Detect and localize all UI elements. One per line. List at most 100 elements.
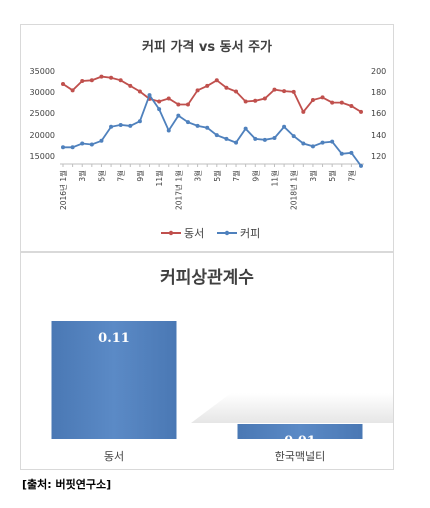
data-point-dongsuh: [109, 75, 114, 80]
data-point-coffee: [234, 140, 239, 145]
data-point-dongsuh: [234, 89, 239, 94]
bar: [237, 424, 363, 439]
data-point-dongsuh: [320, 95, 325, 100]
data-point-coffee: [214, 133, 219, 138]
data-point-dongsuh: [195, 88, 200, 93]
x-tick-label: 3월: [308, 170, 318, 182]
y-left-tick: 15000: [30, 152, 55, 161]
bar-chart-title: 커피상관계수: [160, 268, 254, 288]
data-point-dongsuh: [291, 89, 296, 94]
line-plot-area: [60, 74, 364, 168]
x-tick-label: 11월: [269, 170, 279, 187]
data-point-coffee: [359, 163, 363, 168]
x-tick-label: 7월: [346, 170, 356, 182]
x-tick-label: 5월: [327, 170, 337, 182]
category-label: 동서: [104, 450, 124, 463]
data-point-dongsuh: [339, 100, 344, 105]
category-label: 한국맥널티: [275, 450, 326, 463]
data-point-dongsuh: [80, 79, 85, 84]
legend-label-coffee: 커피: [240, 227, 260, 240]
data-point-dongsuh: [214, 78, 219, 83]
data-point-dongsuh: [89, 78, 94, 83]
left-axis-ticks: 35000 30000 25000 20000 15000 10000: [30, 67, 55, 161]
data-point-dongsuh: [262, 96, 267, 101]
data-point-dongsuh: [282, 89, 287, 94]
data-point-coffee: [89, 142, 94, 147]
bar-data-label: 0.11: [98, 331, 130, 346]
right-axis-ticks: 200 180 160 140 120 100: [371, 67, 386, 161]
data-point-coffee: [272, 135, 277, 140]
data-point-dongsuh: [157, 99, 162, 104]
x-tick-label: 2016년 1월: [58, 170, 68, 210]
y-right-tick: 120: [371, 152, 386, 161]
data-point-coffee: [224, 136, 229, 141]
x-tick-label: 5월: [96, 170, 106, 182]
data-point-coffee: [61, 145, 65, 150]
data-point-coffee: [282, 124, 287, 129]
data-point-dongsuh: [70, 88, 75, 93]
data-point-dongsuh: [128, 83, 133, 88]
x-tick-label: 3월: [193, 170, 203, 182]
data-point-dongsuh: [166, 96, 171, 101]
source-note: [출처: 버핏연구소]: [22, 478, 112, 491]
data-point-coffee: [185, 120, 190, 125]
data-point-dongsuh: [61, 82, 65, 87]
data-point-dongsuh: [243, 99, 248, 104]
data-point-dongsuh: [253, 98, 258, 103]
y-right-tick: 180: [371, 88, 386, 97]
data-point-coffee: [147, 93, 152, 98]
data-point-coffee: [253, 136, 258, 141]
line-chart-title: 커피 가격 vs 동서 주가: [142, 40, 272, 55]
data-point-coffee: [99, 138, 104, 143]
legend: 동서 커피: [161, 227, 260, 240]
data-point-coffee: [195, 123, 200, 128]
y-left-tick: 20000: [30, 131, 55, 140]
x-tick-label: 9월: [250, 170, 260, 182]
data-point-coffee: [166, 128, 171, 133]
x-tick-label: 9월: [135, 170, 145, 182]
x-tick-label: 2017년 1월: [173, 170, 183, 210]
data-point-coffee: [243, 126, 248, 131]
data-point-coffee: [301, 141, 306, 146]
data-point-dongsuh: [301, 109, 306, 114]
series-line-dongsuh: [62, 75, 362, 114]
x-tick-label: 5월: [212, 170, 222, 182]
data-point-dongsuh: [330, 100, 335, 105]
bar: [51, 321, 177, 439]
line-chart-panel: 커피 가격 vs 동서 주가 35000 30000 25000 20000 1…: [20, 24, 394, 252]
data-point-dongsuh: [118, 78, 123, 83]
y-left-tick: 30000: [30, 88, 55, 97]
data-point-dongsuh: [310, 98, 315, 103]
data-point-dongsuh: [176, 102, 181, 107]
data-point-dongsuh: [224, 85, 229, 90]
x-axis-labels: 2016년 1월 3월 5월 7월 9월 11월 2017년 1월 3월 5월 7월 9월 11월 20…: [58, 170, 356, 210]
x-tick-label: 2018년 1월: [289, 170, 299, 210]
data-point-dongsuh: [359, 109, 363, 114]
legend-marker-dongsuh: [168, 230, 174, 236]
data-point-coffee: [157, 107, 162, 112]
legend-label-dongsuh: 동서: [184, 227, 204, 240]
data-point-dongsuh: [185, 102, 190, 107]
data-point-coffee: [128, 123, 133, 128]
legend-marker-coffee: [224, 230, 230, 236]
data-point-coffee: [291, 134, 296, 139]
y-left-tick: 25000: [30, 109, 55, 118]
y-right-tick: 200: [371, 67, 386, 76]
data-point-coffee: [262, 137, 267, 142]
data-point-coffee: [70, 145, 75, 150]
data-point-coffee: [349, 150, 354, 155]
x-tick-label: 11월: [154, 170, 164, 187]
series-line-coffee: [63, 93, 362, 167]
data-point-coffee: [310, 144, 315, 149]
x-tick-label: 7월: [116, 170, 126, 182]
data-point-coffee: [330, 139, 335, 144]
bar-data-label: 0.01: [284, 434, 316, 449]
y-left-tick: 35000: [30, 67, 55, 76]
data-point-coffee: [339, 151, 344, 156]
data-point-coffee: [118, 122, 123, 127]
chart-floor: [21, 393, 393, 423]
data-point-coffee: [109, 124, 114, 129]
x-tick-label: 3월: [77, 170, 87, 182]
data-point-dongsuh: [99, 74, 104, 79]
